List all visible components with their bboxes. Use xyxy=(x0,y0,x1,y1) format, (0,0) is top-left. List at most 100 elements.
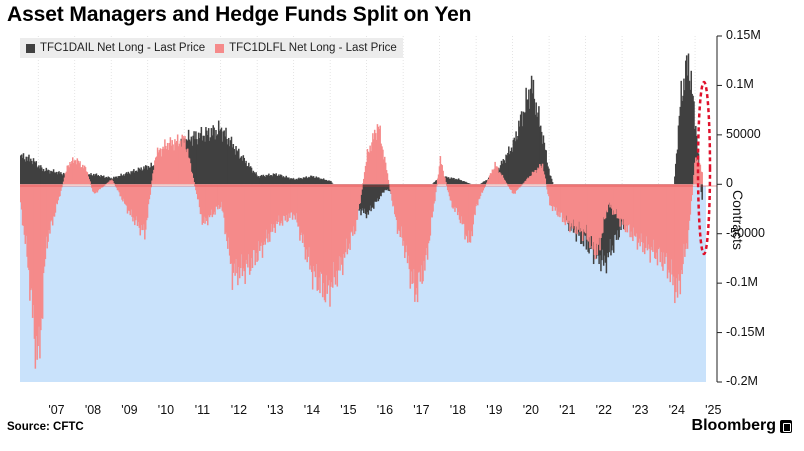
series-bar xyxy=(244,184,246,284)
series-bar xyxy=(105,176,108,185)
series-bar xyxy=(85,171,88,185)
series-bar xyxy=(117,176,120,185)
series-bar xyxy=(532,172,535,185)
series-bar xyxy=(453,184,455,207)
series-bar xyxy=(614,184,617,215)
series-bar xyxy=(512,184,515,194)
series-bar xyxy=(294,184,297,220)
series-bar xyxy=(541,163,544,185)
series-bar xyxy=(215,184,217,207)
series-bar xyxy=(408,184,411,270)
series-bar xyxy=(349,184,351,250)
series-bar xyxy=(583,184,586,232)
series-bar xyxy=(674,163,677,185)
series-bar xyxy=(207,128,210,185)
series-bar xyxy=(128,184,131,212)
series-bar xyxy=(470,184,473,232)
series-bar xyxy=(91,175,93,185)
series-bar xyxy=(581,184,583,232)
series-bar xyxy=(387,179,390,185)
series-bar xyxy=(647,184,650,245)
series-bar xyxy=(648,184,651,249)
series-bar xyxy=(155,156,158,185)
series-bar xyxy=(604,184,607,263)
series-bar xyxy=(560,184,563,213)
series-bar xyxy=(45,167,48,185)
series-bar xyxy=(52,169,55,185)
series-bar xyxy=(616,184,619,219)
series-bar xyxy=(524,181,526,185)
series-bar xyxy=(396,184,399,234)
series-bar xyxy=(142,184,144,231)
series-bar xyxy=(173,150,175,185)
series-bar xyxy=(420,184,422,266)
series-bar xyxy=(156,147,159,185)
series-bar xyxy=(233,149,235,185)
series-bar xyxy=(274,184,277,233)
series-bar xyxy=(253,184,256,251)
series-bar xyxy=(499,173,502,185)
series-bar xyxy=(69,162,71,185)
series-bar xyxy=(540,167,543,185)
series-bar xyxy=(123,175,126,185)
series-bar xyxy=(508,154,511,185)
series-bar xyxy=(330,184,332,287)
series-bar xyxy=(644,184,647,248)
series-bar xyxy=(397,184,400,230)
series-bar xyxy=(433,182,435,185)
series-bar xyxy=(70,164,72,185)
series-bar xyxy=(590,184,592,236)
series-bar xyxy=(661,184,663,267)
series-bar xyxy=(310,175,312,185)
series-bar xyxy=(412,184,414,284)
series-bar xyxy=(402,184,404,246)
series-bar xyxy=(372,133,374,185)
series-bar xyxy=(120,173,122,185)
series-bar xyxy=(93,184,96,194)
series-bar xyxy=(82,168,85,185)
series-bar xyxy=(289,179,291,185)
series-bar xyxy=(418,184,421,272)
series-bar xyxy=(643,184,645,243)
series-bar xyxy=(286,184,288,223)
series-bar xyxy=(548,168,550,185)
series-bar xyxy=(271,176,274,185)
series-bar xyxy=(516,139,518,185)
series-bar xyxy=(51,184,54,226)
series-bar xyxy=(207,134,209,185)
series-bar xyxy=(253,172,256,185)
series-bar xyxy=(492,170,495,185)
series-bar xyxy=(387,184,390,191)
series-bar xyxy=(480,183,483,185)
series-bar xyxy=(236,184,238,274)
series-bar xyxy=(238,148,240,185)
series-bar xyxy=(414,184,417,295)
series-bar xyxy=(497,167,499,185)
series-bar xyxy=(376,124,379,185)
series-bar xyxy=(573,184,576,227)
series-bar xyxy=(144,184,146,240)
series-bar xyxy=(27,156,29,185)
series-bar xyxy=(315,176,318,185)
series-bar xyxy=(188,158,191,185)
series-bar xyxy=(543,174,546,185)
series-bar xyxy=(268,173,270,185)
series-bar xyxy=(535,172,537,185)
series-bar xyxy=(171,140,173,185)
series-bar xyxy=(530,175,533,185)
series-bar xyxy=(53,184,56,217)
series-bar xyxy=(25,184,27,236)
series-bar xyxy=(626,184,629,233)
series-bar xyxy=(519,114,522,185)
series-bar xyxy=(484,181,486,185)
series-bar xyxy=(399,184,402,238)
series-bar xyxy=(646,184,649,251)
series-bar xyxy=(520,184,523,186)
series-bar xyxy=(641,184,643,243)
series-bar xyxy=(517,184,519,190)
series-bar xyxy=(424,184,426,271)
series-bar xyxy=(601,184,603,234)
series-bar xyxy=(309,177,311,185)
series-bar xyxy=(300,178,303,185)
series-bar xyxy=(110,180,112,185)
